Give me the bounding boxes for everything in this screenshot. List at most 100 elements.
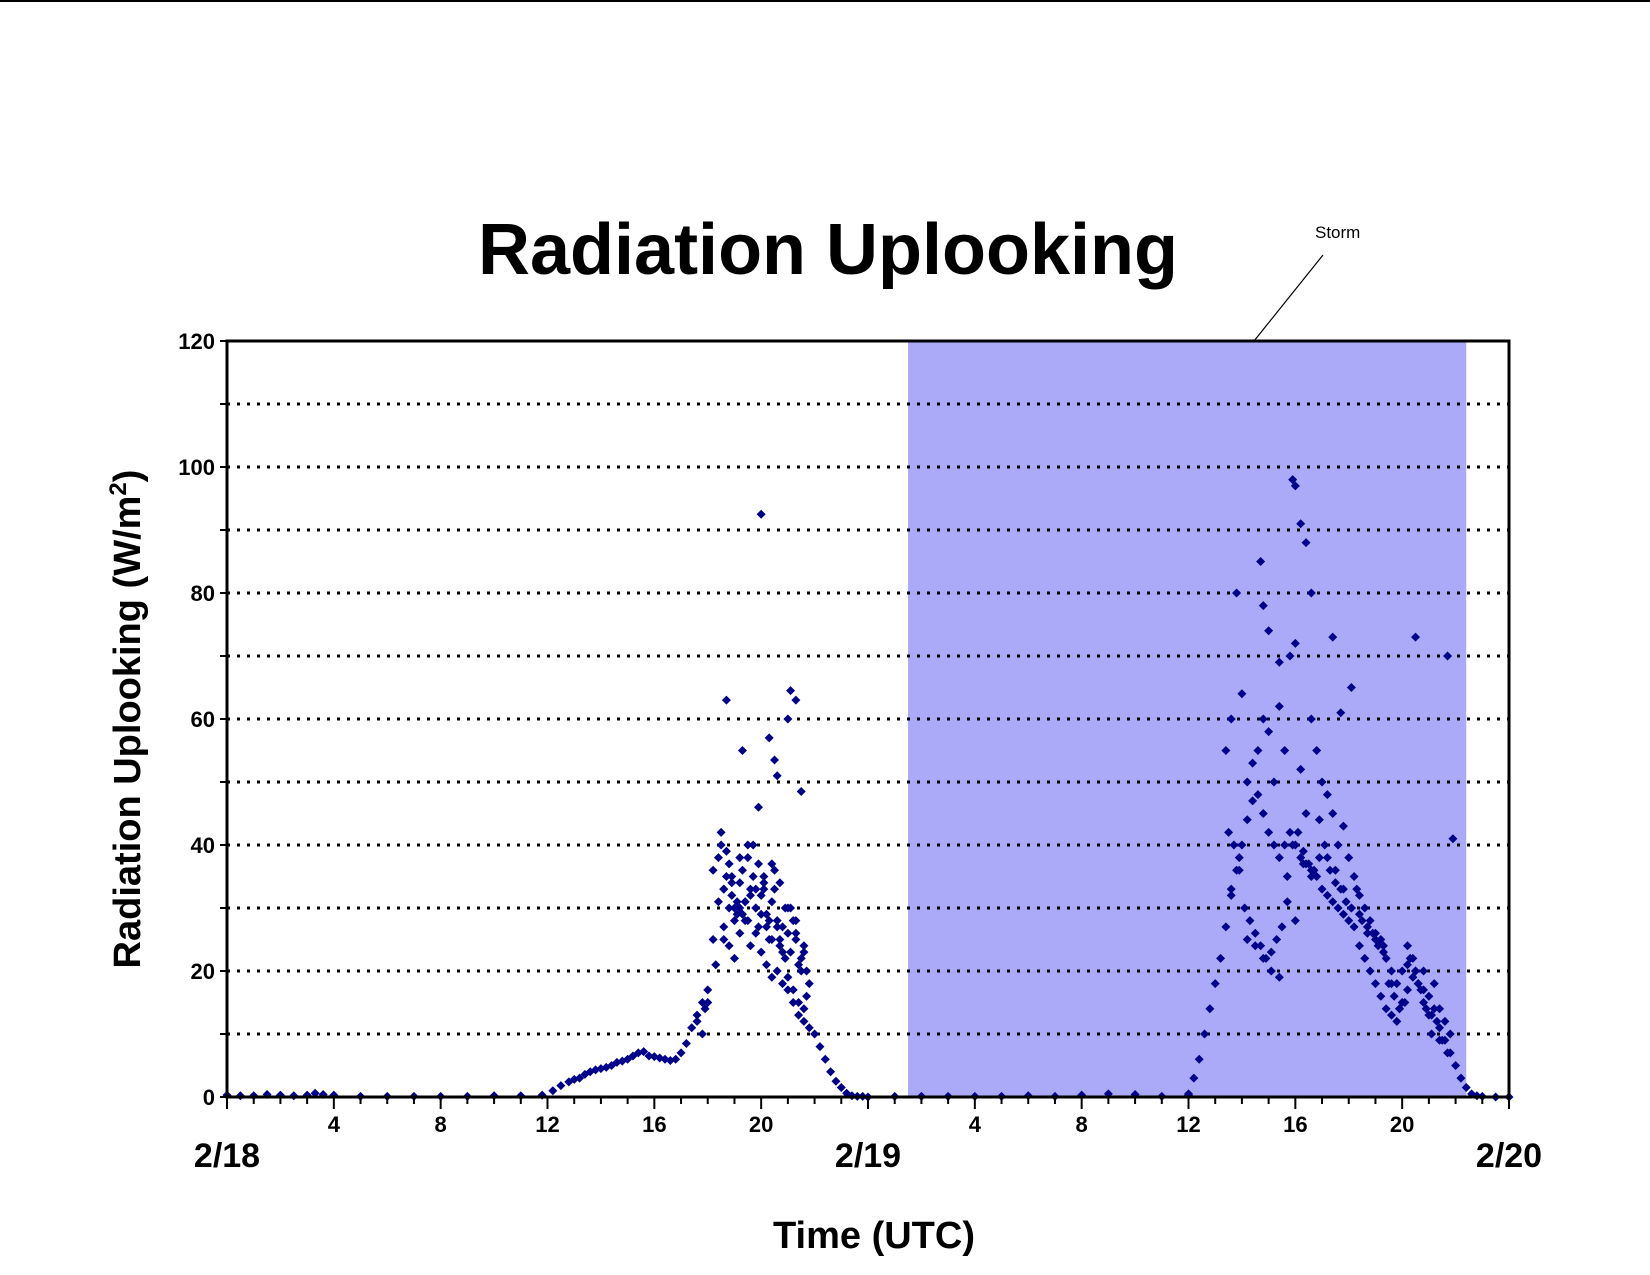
data-point (1296, 764, 1306, 774)
data-point (799, 1016, 809, 1026)
data-point (1397, 966, 1407, 976)
data-point (1389, 991, 1399, 1001)
data-point (697, 1029, 707, 1039)
data-point (1226, 890, 1236, 900)
data-point (783, 928, 793, 938)
data-point (1317, 777, 1327, 787)
data-point (756, 509, 766, 519)
data-point (735, 878, 745, 888)
data-point (1344, 916, 1354, 926)
data-point (1419, 966, 1429, 976)
data-point (1338, 821, 1348, 831)
data-point (735, 853, 745, 863)
data-point (1274, 657, 1284, 667)
data-point (751, 884, 761, 894)
data-point (716, 840, 726, 850)
data-point (1256, 941, 1266, 951)
data-point (743, 853, 753, 863)
data-point (676, 1048, 686, 1058)
data-point (783, 903, 793, 913)
data-point (770, 884, 780, 894)
x-tick-label: 8 (435, 1112, 447, 1137)
data-point (1290, 638, 1300, 648)
data-point (1266, 947, 1276, 957)
data-point (767, 972, 777, 982)
data-point (1386, 979, 1396, 989)
data-point (745, 890, 755, 900)
data-point (791, 928, 801, 938)
data-point (1344, 853, 1354, 863)
data-point (1216, 953, 1226, 963)
data-point (751, 928, 761, 938)
data-point (1226, 884, 1236, 894)
data-point (1435, 1004, 1445, 1014)
data-point (721, 872, 731, 881)
data-point (548, 1086, 558, 1096)
data-point (639, 1047, 649, 1057)
data-point (1269, 840, 1279, 850)
data-point (1376, 991, 1386, 1001)
y-axis-title-close: ) (107, 470, 149, 483)
data-point (820, 1054, 830, 1064)
data-point (804, 979, 814, 989)
y-tick-label: 0 (203, 1085, 215, 1110)
storm-annotation-label: Storm (1315, 223, 1360, 242)
data-point (810, 1029, 820, 1039)
data-point (743, 840, 753, 850)
data-point (1386, 966, 1396, 976)
data-point (1264, 827, 1274, 837)
data-point (786, 686, 796, 696)
data-point (1360, 903, 1370, 913)
data-point (1451, 1061, 1461, 1070)
data-point (1306, 714, 1316, 724)
data-point (1432, 1016, 1442, 1026)
data-point (748, 872, 758, 881)
data-point (1234, 865, 1244, 875)
x-date-label: 2/20 (1476, 1137, 1542, 1175)
data-point (692, 1016, 702, 1026)
data-point (753, 859, 763, 869)
data-point (727, 872, 737, 881)
data-point (1258, 714, 1268, 724)
data-point (1381, 1004, 1391, 1014)
data-point (719, 922, 729, 932)
y-axis-title: Radiation Uplooking (W/m2) (105, 470, 149, 969)
data-point (772, 922, 782, 932)
data-point (1314, 853, 1324, 863)
data-point (1274, 853, 1284, 863)
data-point (711, 960, 721, 970)
data-point (759, 884, 769, 894)
data-point (719, 935, 729, 944)
data-point (724, 903, 734, 913)
data-point (1328, 809, 1338, 818)
data-point (783, 985, 793, 995)
data-point (1362, 922, 1372, 932)
data-point (1440, 1016, 1450, 1026)
data-point (1333, 903, 1343, 913)
data-point (1394, 1004, 1404, 1014)
data-point (794, 1010, 804, 1020)
data-point (1328, 632, 1338, 642)
data-point (1354, 909, 1364, 919)
data-point (759, 872, 769, 881)
data-point (751, 903, 761, 913)
data-point (1272, 935, 1282, 944)
data-point (745, 941, 755, 951)
data-point (713, 853, 723, 863)
data-point (1226, 714, 1236, 724)
y-tick-label: 100 (178, 455, 215, 480)
data-point (1421, 1004, 1431, 1014)
data-point (788, 998, 798, 1007)
data-point (727, 890, 737, 900)
y-tick-label: 80 (191, 581, 215, 606)
data-point (799, 941, 809, 951)
data-point (756, 947, 766, 957)
data-point (767, 859, 777, 869)
data-point (772, 771, 782, 781)
data-point (1312, 746, 1322, 755)
data-point (1403, 941, 1413, 951)
data-point (713, 897, 723, 907)
data-point (815, 1042, 825, 1052)
data-point (692, 1010, 702, 1020)
data-point (791, 695, 801, 705)
